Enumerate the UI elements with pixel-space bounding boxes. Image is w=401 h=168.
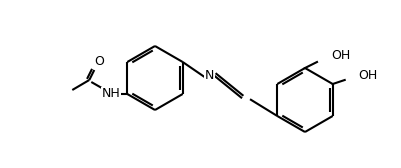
Text: OH: OH: [358, 70, 377, 82]
Text: NH: NH: [102, 88, 120, 100]
Text: OH: OH: [330, 50, 349, 62]
Text: N: N: [204, 69, 213, 82]
Text: O: O: [94, 55, 104, 69]
